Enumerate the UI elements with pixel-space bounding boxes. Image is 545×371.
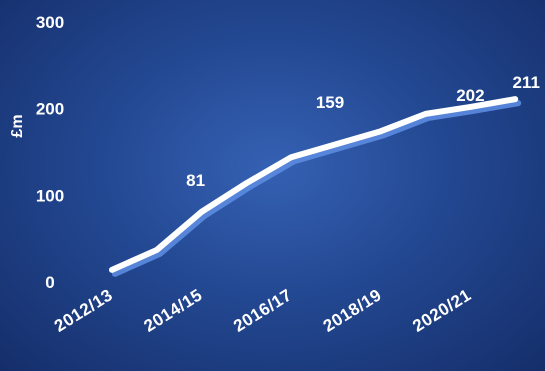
data-label-2017-18: 159 xyxy=(316,93,344,112)
y-tick-label-200: 200 xyxy=(36,100,64,119)
data-label-2020-21: 202 xyxy=(456,86,484,105)
series-line-group xyxy=(109,96,522,277)
data-labels: 81 159 202 211 xyxy=(186,73,540,190)
y-axis-ticks: 0 100 200 300 xyxy=(36,13,64,292)
y-tick-label-0: 0 xyxy=(45,273,54,292)
x-tick-label-2018-19: 2018/19 xyxy=(320,285,385,336)
series-line xyxy=(109,96,519,273)
x-tick-label-2012-13: 2012/13 xyxy=(51,285,116,336)
drop-lines xyxy=(111,99,517,282)
y-axis-label: £m xyxy=(9,114,26,137)
x-tick-label-2020-21: 2020/21 xyxy=(409,285,474,336)
x-tick-label-2014-15: 2014/15 xyxy=(141,285,206,336)
y-tick-label-100: 100 xyxy=(36,186,64,205)
x-axis-ticks: 2012/13 2014/15 2016/17 2018/19 2020/21 xyxy=(51,285,475,336)
series-line-shadow xyxy=(112,100,522,277)
x-tick-label-2016-17: 2016/17 xyxy=(230,285,295,336)
data-label-2014-15: 81 xyxy=(186,171,205,190)
data-label-2021-22: 211 xyxy=(512,73,539,92)
y-tick-label-300: 300 xyxy=(36,13,64,32)
